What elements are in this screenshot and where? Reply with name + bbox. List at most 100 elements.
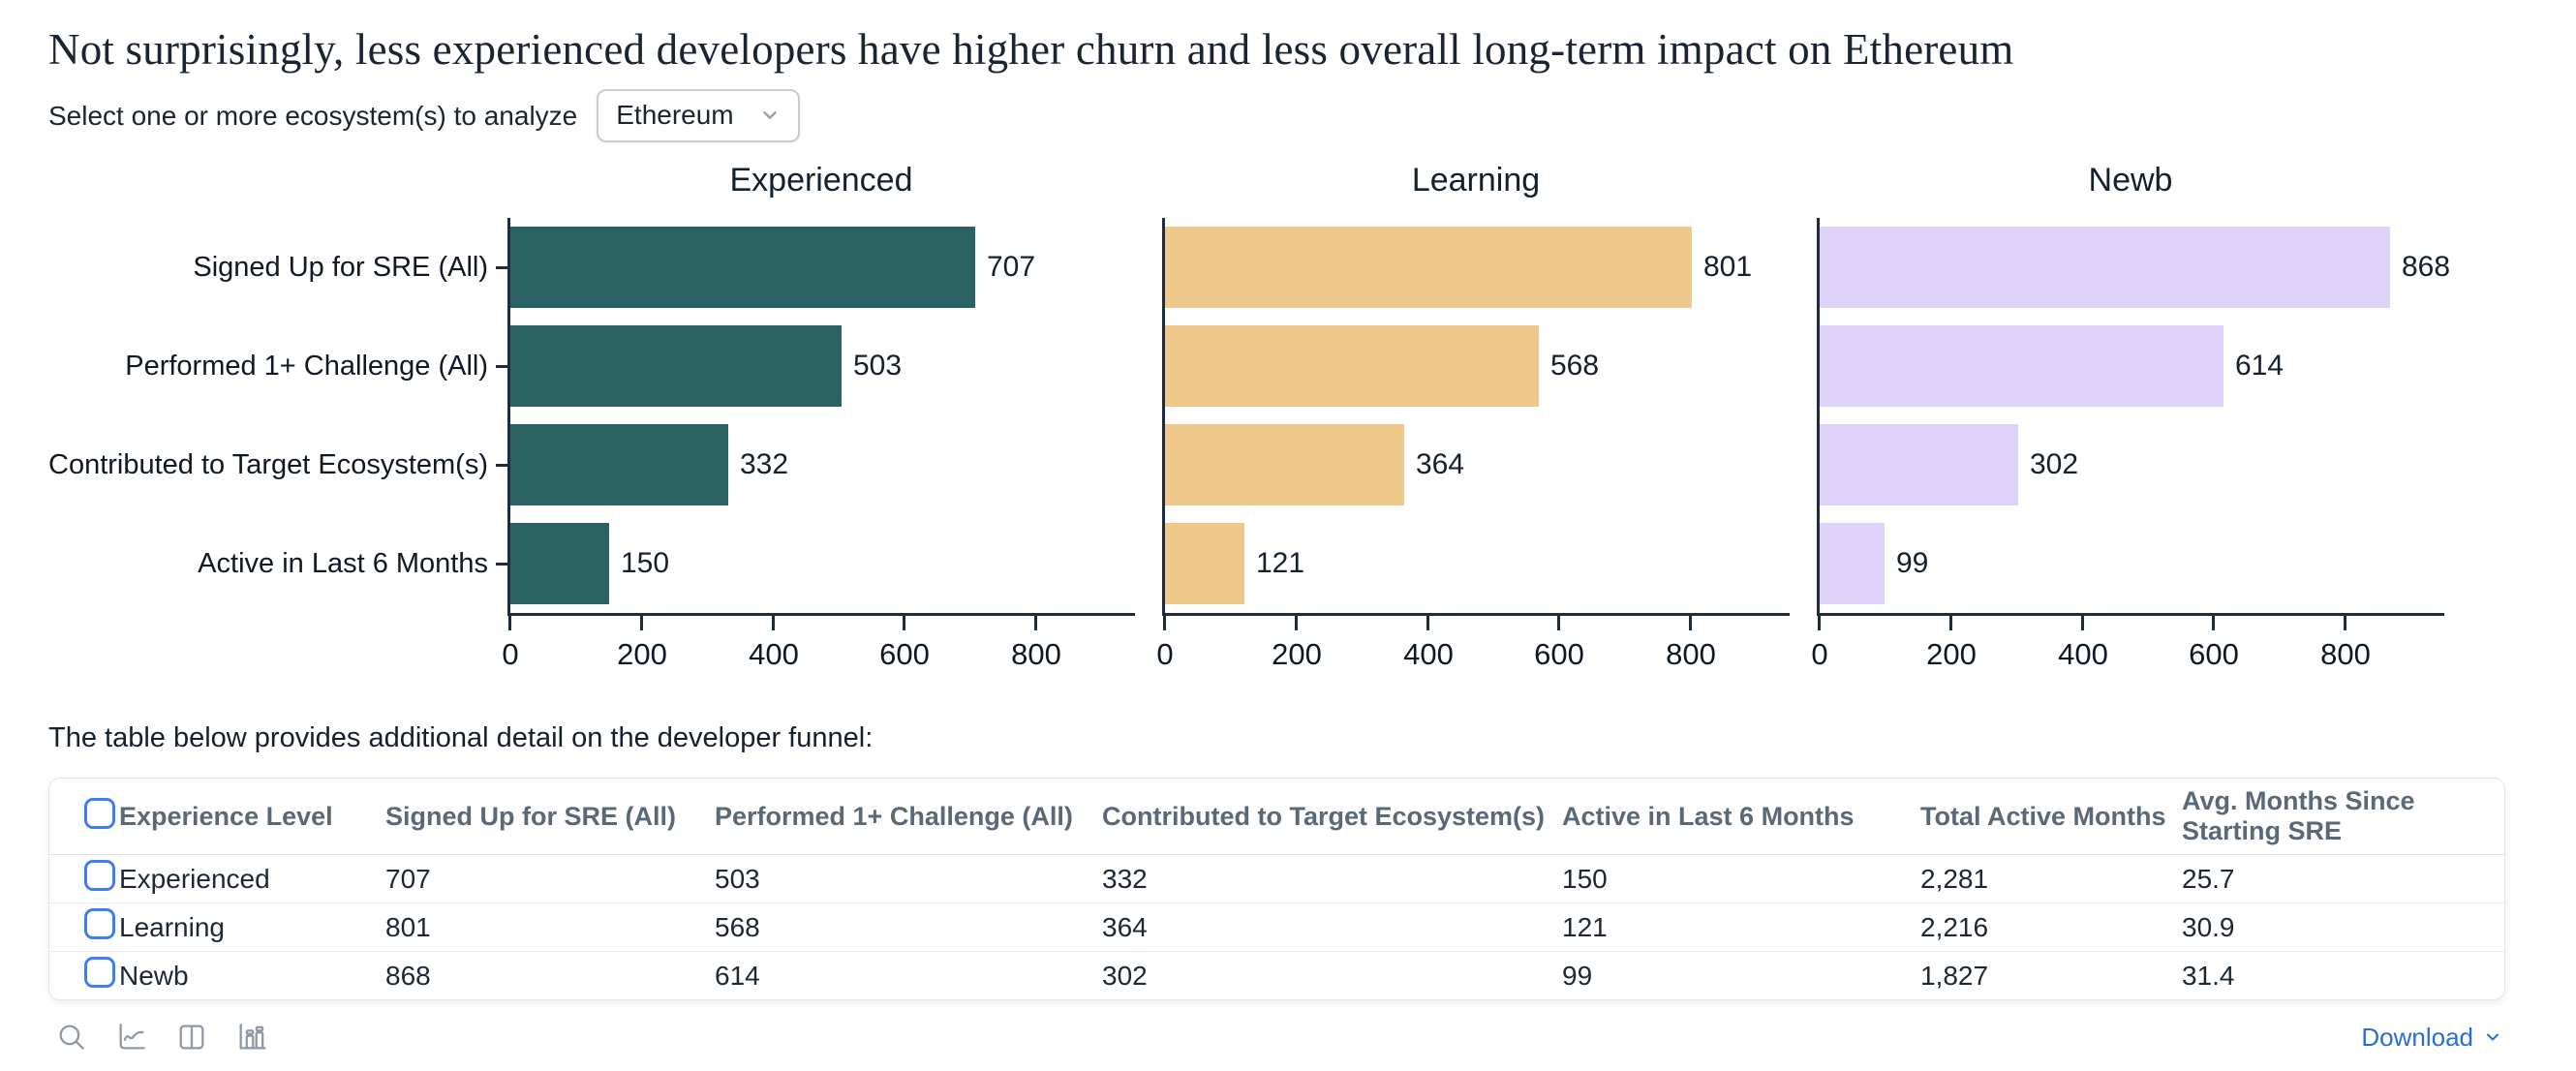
bar-row: 868 xyxy=(1820,218,2450,317)
row-checkbox[interactable] xyxy=(84,908,115,940)
search-icon xyxy=(59,1025,84,1051)
x-tick-label: 200 xyxy=(1272,637,1322,672)
download-label: Download xyxy=(2361,1022,2473,1052)
table-cell: 707 xyxy=(385,863,431,894)
bar-row: 332 xyxy=(510,415,1135,514)
x-tick-mark xyxy=(2081,616,2084,631)
bar-value: 121 xyxy=(1256,547,1305,580)
download-button[interactable]: Download xyxy=(2361,1023,2502,1053)
chevron-down-icon xyxy=(762,111,777,120)
row-checkbox[interactable] xyxy=(84,860,115,892)
bar-row: 503 xyxy=(510,317,1135,415)
x-axis: 0 200 400 600 800 xyxy=(502,616,1135,684)
category-tick xyxy=(496,463,507,467)
category-label: Active in Last 6 Months xyxy=(48,514,507,613)
category-tick xyxy=(496,364,507,368)
plot-area: 868 614 302 99 xyxy=(1817,218,2450,617)
line-chart-view-button[interactable] xyxy=(114,1020,149,1055)
x-tick-mark xyxy=(640,616,643,631)
split-view-icon xyxy=(179,1025,204,1050)
x-tick-mark xyxy=(903,616,905,631)
table-row: Experienced 707 503 332 150 2,281 25.7 xyxy=(49,855,2504,903)
plot-area: 801 568 364 121 xyxy=(1162,218,1790,617)
table-cell: 25.7 xyxy=(2182,863,2235,894)
column-header[interactable]: Total Active Months xyxy=(1920,779,2182,856)
bar-row: 364 xyxy=(1165,415,1790,514)
table-cell: 503 xyxy=(715,863,760,894)
footer-toolbar: Download xyxy=(48,1020,2528,1055)
bar-row: 121 xyxy=(1165,514,1790,613)
table-cell: 2,216 xyxy=(1920,903,2182,952)
x-tick-mark xyxy=(772,616,775,631)
x-tick-mark xyxy=(1689,616,1692,631)
funnel-table: Experience Level Signed Up for SRE (All) P… xyxy=(49,779,2504,1000)
bar-value: 568 xyxy=(1550,350,1600,382)
select-all-checkbox[interactable] xyxy=(84,797,115,829)
x-tick-mark xyxy=(1034,616,1037,631)
x-tick-label: 600 xyxy=(879,637,930,672)
page: Not surprisingly, less experienced devel… xyxy=(0,25,2576,1055)
table-row: Newb 868 614 302 99 1,827 31.4 xyxy=(49,951,2504,1000)
table-cell: 30.9 xyxy=(2182,903,2504,952)
x-tick-label: 800 xyxy=(1666,637,1716,672)
bar-value: 302 xyxy=(2030,448,2079,481)
column-header[interactable]: Avg. Months Since Starting SRE xyxy=(2182,779,2504,856)
plot-area: 707 503 332 150 xyxy=(507,218,1135,617)
bar[interactable] xyxy=(510,424,728,506)
bar[interactable] xyxy=(510,325,842,408)
bar-value: 801 xyxy=(1703,251,1753,284)
charts-row: Signed Up for SRE (All) Performed 1+ Chal… xyxy=(48,162,2528,684)
table-cell: Learning xyxy=(119,903,385,952)
column-header[interactable]: Active in Last 6 Months xyxy=(1562,779,1920,856)
bar-row: 99 xyxy=(1820,514,2444,613)
category-tick xyxy=(496,562,507,566)
bar-value: 707 xyxy=(987,251,1036,284)
x-tick-mark xyxy=(1949,616,1952,631)
bar[interactable] xyxy=(1820,523,1885,605)
bar-value: 364 xyxy=(1416,448,1465,481)
column-header[interactable]: Performed 1+ Challenge (All) xyxy=(715,779,1102,856)
column-header[interactable]: Signed Up for SRE (All) xyxy=(385,779,715,856)
search-button[interactable] xyxy=(54,1020,89,1055)
bar[interactable] xyxy=(1820,424,2018,506)
table-cell: 364 xyxy=(1102,903,1562,952)
category-label: Performed 1+ Challenge (All) xyxy=(48,317,507,415)
bar-row: 568 xyxy=(1165,317,1790,415)
table-cell: Experienced xyxy=(119,863,270,894)
bar-value: 99 xyxy=(1896,547,1929,580)
table-cell: 614 xyxy=(715,951,1102,1000)
bar[interactable] xyxy=(1165,227,1692,309)
bar-value: 614 xyxy=(2235,350,2285,382)
bar-row: 302 xyxy=(1820,415,2444,514)
bar[interactable] xyxy=(1165,424,1404,506)
bar[interactable] xyxy=(510,523,609,605)
bar-row: 614 xyxy=(1820,317,2444,415)
bar-row: 801 xyxy=(1165,218,1790,317)
chart-title: Newb xyxy=(2088,162,2173,199)
table-intro: The table below provides additional deta… xyxy=(48,722,874,754)
bar-chart-view-button[interactable] xyxy=(234,1020,269,1055)
bar[interactable] xyxy=(1165,325,1539,408)
x-tick-label: 800 xyxy=(2320,637,2371,672)
table-cell: 121 xyxy=(1562,903,1920,952)
split-view-button[interactable] xyxy=(174,1020,209,1055)
bar[interactable] xyxy=(1820,325,2223,408)
bar[interactable] xyxy=(510,227,975,309)
table-cell: 568 xyxy=(715,903,1102,952)
x-tick-mark xyxy=(1163,616,1166,631)
column-header[interactable]: Contributed to Target Ecosystem(s) xyxy=(1102,779,1562,856)
bar[interactable] xyxy=(1820,227,2390,309)
column-header[interactable]: Experience Level xyxy=(119,779,385,856)
table-cell: 99 xyxy=(1562,951,1920,1000)
chevron-down-icon xyxy=(2487,1033,2499,1041)
ecosystem-select[interactable]: Ethereum xyxy=(597,89,800,143)
table-cell: 302 xyxy=(1102,951,1562,1000)
table-cell: 332 xyxy=(1102,863,1148,894)
category-tick xyxy=(496,265,507,269)
bar[interactable] xyxy=(1165,523,1244,605)
row-checkbox[interactable] xyxy=(84,957,115,989)
table-cell: 801 xyxy=(385,903,715,952)
x-tick-mark xyxy=(2344,616,2346,631)
x-tick-label: 600 xyxy=(1534,637,1584,672)
table-cell: 1,827 xyxy=(1920,951,2182,1000)
